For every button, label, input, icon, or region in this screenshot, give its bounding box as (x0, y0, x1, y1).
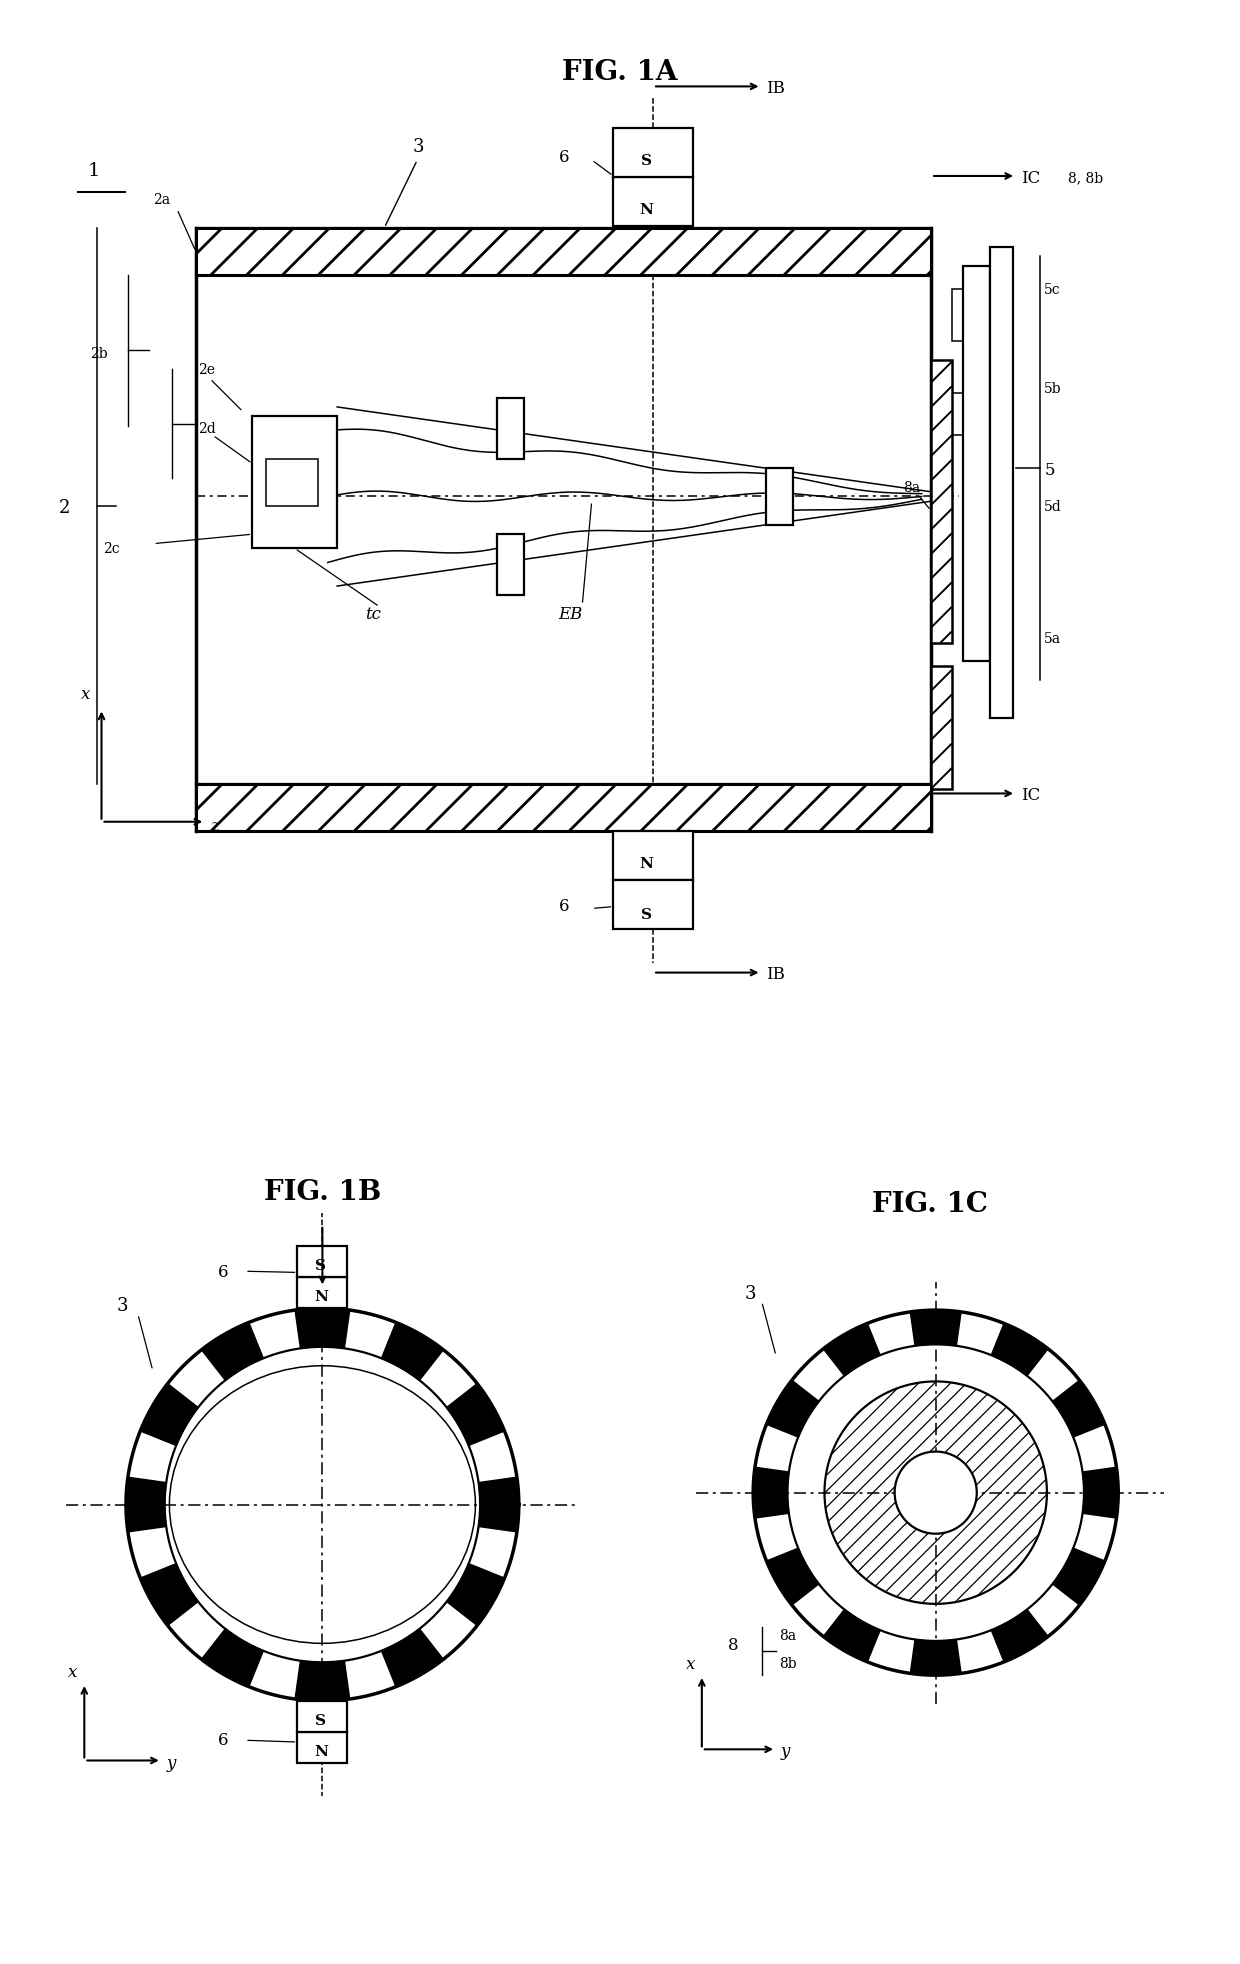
Bar (267, 460, 319, 507)
Polygon shape (140, 1563, 198, 1626)
Text: N: N (639, 856, 652, 870)
Text: N: N (314, 1744, 327, 1758)
Polygon shape (1083, 1467, 1118, 1518)
Polygon shape (991, 1324, 1048, 1375)
Bar (252, 416, 337, 548)
Text: EB: EB (559, 607, 583, 623)
Text: IB: IB (766, 966, 785, 984)
Bar (298, 1247, 347, 1277)
Text: 5c: 5c (1044, 283, 1061, 297)
Text: S: S (641, 153, 652, 167)
Bar (963, 265, 990, 662)
Text: x: x (68, 1664, 77, 1681)
Text: 8a: 8a (903, 481, 920, 495)
Bar (614, 177, 693, 226)
Polygon shape (201, 1628, 263, 1687)
Polygon shape (931, 666, 952, 790)
Polygon shape (196, 784, 931, 831)
Bar (766, 467, 792, 524)
Polygon shape (382, 1322, 444, 1381)
Text: FIG. 1C: FIG. 1C (872, 1190, 988, 1218)
Polygon shape (446, 1563, 505, 1626)
Bar (952, 289, 963, 342)
Polygon shape (1053, 1381, 1105, 1438)
Bar (614, 880, 693, 929)
Circle shape (894, 1451, 977, 1534)
Text: 5: 5 (1044, 462, 1055, 479)
Bar (298, 1701, 347, 1732)
Polygon shape (910, 1640, 961, 1675)
Text: 6: 6 (218, 1265, 228, 1281)
Text: IC: IC (1021, 788, 1040, 803)
Polygon shape (766, 1381, 818, 1438)
Polygon shape (823, 1324, 880, 1375)
Polygon shape (753, 1467, 789, 1518)
Polygon shape (823, 1610, 880, 1662)
Text: 5b: 5b (1044, 381, 1061, 397)
Text: N: N (639, 202, 652, 216)
Text: 2b: 2b (91, 348, 108, 361)
Text: 2a: 2a (154, 192, 170, 208)
Polygon shape (126, 1477, 166, 1532)
Polygon shape (766, 1548, 818, 1605)
Text: tc: tc (366, 607, 382, 623)
Text: 8, 8b: 8, 8b (1068, 171, 1102, 185)
Polygon shape (295, 1308, 350, 1349)
Text: S: S (315, 1715, 326, 1728)
Text: 2e: 2e (197, 363, 215, 377)
Polygon shape (1053, 1548, 1105, 1605)
Polygon shape (479, 1477, 518, 1532)
Text: IC: IC (1021, 169, 1040, 187)
Polygon shape (446, 1383, 505, 1446)
Text: y: y (780, 1744, 790, 1760)
Text: FIG. 1A: FIG. 1A (562, 59, 678, 86)
Text: x: x (686, 1656, 696, 1673)
Polygon shape (910, 1310, 961, 1345)
Text: 5a: 5a (1044, 632, 1061, 646)
Text: 6: 6 (559, 898, 569, 915)
Text: y: y (166, 1754, 176, 1772)
Text: 2d: 2d (197, 422, 216, 436)
Text: 6: 6 (218, 1732, 228, 1750)
Polygon shape (991, 1610, 1048, 1662)
Bar (614, 831, 693, 880)
Text: 5d: 5d (1044, 499, 1061, 515)
Text: x: x (81, 685, 91, 703)
Text: 6: 6 (559, 149, 569, 165)
Text: 2c: 2c (103, 542, 120, 556)
Polygon shape (295, 1662, 350, 1701)
Bar (298, 1277, 347, 1308)
Polygon shape (931, 359, 952, 642)
Text: z: z (210, 819, 218, 835)
Bar (614, 128, 693, 177)
Text: 2: 2 (60, 499, 71, 517)
Text: S: S (315, 1259, 326, 1273)
Text: N: N (314, 1290, 327, 1304)
Text: IB: IB (766, 81, 785, 96)
Text: 3: 3 (745, 1284, 756, 1302)
Bar (952, 393, 963, 436)
Polygon shape (140, 1383, 198, 1446)
Text: 1: 1 (87, 161, 99, 181)
Bar (990, 247, 1013, 719)
Text: FIG. 1B: FIG. 1B (264, 1178, 381, 1206)
Text: 8b: 8b (779, 1658, 796, 1671)
Polygon shape (382, 1628, 444, 1687)
Text: 3: 3 (117, 1296, 129, 1316)
Text: S: S (641, 907, 652, 921)
Polygon shape (201, 1322, 263, 1381)
Text: 8: 8 (728, 1636, 738, 1654)
Bar (497, 397, 523, 460)
Polygon shape (196, 228, 931, 275)
Text: 3: 3 (413, 137, 424, 157)
Bar (497, 534, 523, 595)
Text: 8a: 8a (779, 1628, 796, 1642)
Bar (298, 1732, 347, 1764)
